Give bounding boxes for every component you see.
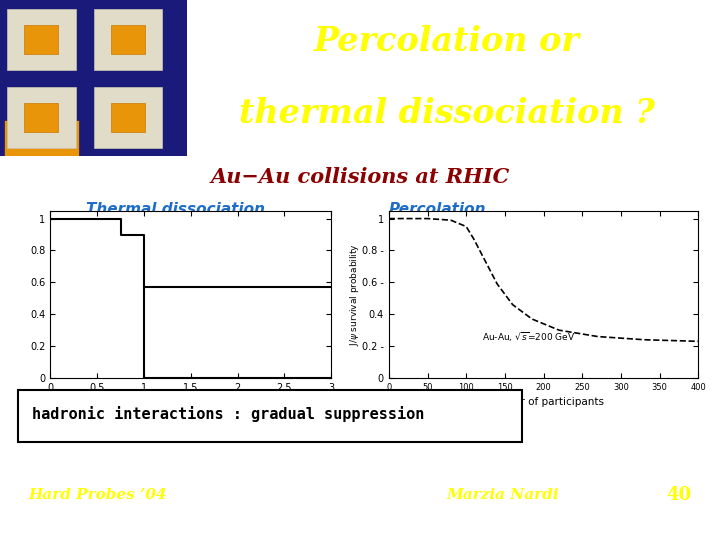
Bar [111, 25, 145, 55]
Text: Percolation or: Percolation or [313, 25, 580, 58]
Text: 40: 40 [666, 487, 691, 504]
Text: Hard Probes ’04: Hard Probes ’04 [29, 489, 167, 502]
Text: Thermal dissociation: Thermal dissociation [86, 202, 266, 218]
Text: Marzia Nardi: Marzia Nardi [446, 489, 559, 502]
Bar [90, 83, 166, 152]
Bar [4, 120, 79, 159]
Text: thermal dissociation ?: thermal dissociation ? [238, 97, 654, 130]
Bar [24, 25, 58, 55]
Text: hadronic interactions : gradual suppression: hadronic interactions : gradual suppress… [32, 407, 425, 422]
Y-axis label: J/$\psi$ survival probability: J/$\psi$ survival probability [348, 243, 361, 346]
Text: Au−Au collisions at RHIC: Au−Au collisions at RHIC [210, 167, 510, 187]
Bar [94, 87, 162, 148]
Bar [24, 103, 58, 132]
FancyBboxPatch shape [18, 390, 522, 442]
X-axis label: Number of participants: Number of participants [483, 397, 604, 407]
Bar [0, 0, 187, 156]
Text: Au-Au, $\sqrt{s}$=200 GeV: Au-Au, $\sqrt{s}$=200 GeV [482, 330, 575, 344]
Bar [4, 5, 79, 75]
Bar [90, 5, 166, 75]
Bar [7, 87, 76, 148]
Bar [94, 9, 162, 70]
Bar [4, 83, 79, 152]
X-axis label: T/T$_c$: T/T$_c$ [179, 399, 202, 412]
Bar [111, 103, 145, 132]
Bar [7, 9, 76, 70]
Text: Percolation: Percolation [389, 202, 486, 218]
